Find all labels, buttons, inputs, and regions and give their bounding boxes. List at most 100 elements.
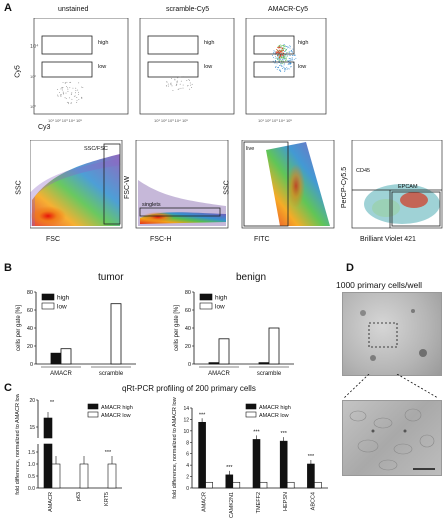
scatter-dot — [288, 52, 290, 54]
scatter-dot — [283, 67, 285, 69]
scatter-dot — [64, 97, 66, 99]
scatter-dot — [59, 92, 60, 93]
scatter-dot — [62, 82, 64, 83]
legend-swatch-high — [41, 293, 55, 301]
scatter-dot — [189, 88, 191, 90]
category-label: KRT5 — [104, 492, 110, 506]
scatter-dot — [275, 65, 277, 67]
y-tick-label: 40 — [27, 326, 33, 332]
scatter-dot — [281, 51, 283, 53]
panel-label-a: A — [4, 2, 12, 14]
scatter-dot — [280, 60, 282, 62]
bar — [208, 362, 220, 365]
gate-ssc-fsc: SSC/FSC — [84, 146, 108, 152]
scatter-dot — [182, 84, 184, 86]
scatter-dot — [60, 95, 62, 97]
scatter-dot — [285, 60, 287, 62]
scatter-dot — [276, 57, 278, 59]
scatter-dot — [280, 45, 282, 47]
bar — [258, 362, 270, 365]
bottom-density-plots — [30, 140, 443, 229]
scatter-dot — [174, 78, 176, 80]
scatter-dot — [283, 56, 285, 58]
y-tick-label: 40 — [185, 326, 191, 332]
scatter-dot — [282, 51, 284, 53]
scatter-dot — [277, 55, 279, 57]
scatter-dot — [279, 51, 281, 53]
scatter-dot — [284, 45, 286, 47]
scatter-dot — [288, 62, 290, 64]
y-tick-label: 0 — [30, 362, 33, 368]
y-axis-label: cells per gate [%] — [16, 305, 22, 351]
scatter-dot — [280, 59, 282, 60]
bottom-ylabel-ssc: SSC — [15, 180, 23, 195]
bar — [314, 481, 322, 489]
gate-singlets: singlets — [142, 202, 161, 208]
scatter-dot — [283, 51, 285, 53]
scatter-dot — [191, 87, 193, 88]
zoom-lines — [343, 374, 439, 399]
scatter-dot — [277, 66, 279, 68]
scatter-dot — [277, 67, 279, 69]
scatter-dot — [68, 97, 70, 99]
scatter-dot — [274, 55, 276, 57]
scatter-dot — [285, 48, 287, 50]
scatter-dot — [292, 59, 294, 61]
scatter-dot — [279, 59, 281, 61]
scatter-dot — [281, 49, 283, 51]
bar — [43, 417, 53, 439]
significance-mark: ** — [50, 400, 55, 406]
scatter-dot — [286, 67, 288, 69]
scatter-dot — [290, 58, 292, 60]
scatter-dot — [286, 68, 288, 70]
microscopy-overview — [342, 292, 442, 376]
scatter-dot — [170, 84, 172, 86]
scatter-dot — [289, 60, 291, 61]
scatter-dot — [66, 81, 68, 83]
scatter-dot — [187, 85, 189, 87]
scatter-dot — [277, 49, 279, 51]
bar — [205, 481, 213, 489]
chart-benign: 0 20 40 60 80 cells per gate [%] AMACR scramble… — [174, 290, 294, 377]
category-label: AMACR — [202, 492, 208, 512]
scatter-dot — [61, 87, 63, 89]
y-tick-label: 20 — [185, 344, 191, 350]
scatter-dot — [281, 52, 283, 53]
scatter-dot — [272, 60, 274, 62]
scatter-dot — [62, 86, 64, 88]
plot-cd45-epcam — [351, 140, 443, 229]
scatter-dot — [283, 47, 285, 49]
bottom-xlabel-fsc: FSC — [46, 236, 60, 243]
bar — [259, 481, 268, 489]
y-tick-label: 0 — [188, 362, 191, 368]
scatter-dot — [60, 93, 62, 95]
significance-mark: *** — [280, 431, 287, 437]
category-label: AMACR — [48, 492, 54, 512]
scatter-dot — [71, 98, 73, 100]
scatter-dot — [284, 69, 286, 71]
significance-mark: *** — [253, 429, 260, 435]
scatter-dot — [282, 68, 283, 70]
y-tick-label: 4 — [186, 463, 189, 469]
scatter-dot — [276, 58, 278, 60]
y-tick-label: 60 — [27, 308, 33, 314]
scatter-dot — [292, 48, 294, 50]
scatter-dot — [276, 55, 278, 57]
scatter-dot — [288, 60, 290, 62]
scatter-dot — [287, 63, 289, 65]
scatter-dot — [56, 94, 58, 96]
scatter-dot — [176, 83, 178, 85]
gate-low-2: low — [204, 64, 213, 70]
scatter-dot — [279, 65, 281, 66]
bar — [60, 348, 72, 365]
scatter-dot — [287, 47, 289, 49]
gate-live: live — [246, 146, 255, 152]
gate-cd45: CD45 — [356, 168, 371, 174]
scatter-dot — [72, 87, 74, 89]
scatter-dot — [81, 97, 83, 99]
scatter-dot — [287, 46, 289, 48]
scatter-dot — [290, 60, 292, 62]
scatter-dot — [275, 60, 277, 61]
plot-unstained: 10⁴ 10² 10⁰ 10¹ 10² 10³ 10⁴ 10⁵ — [30, 18, 129, 123]
